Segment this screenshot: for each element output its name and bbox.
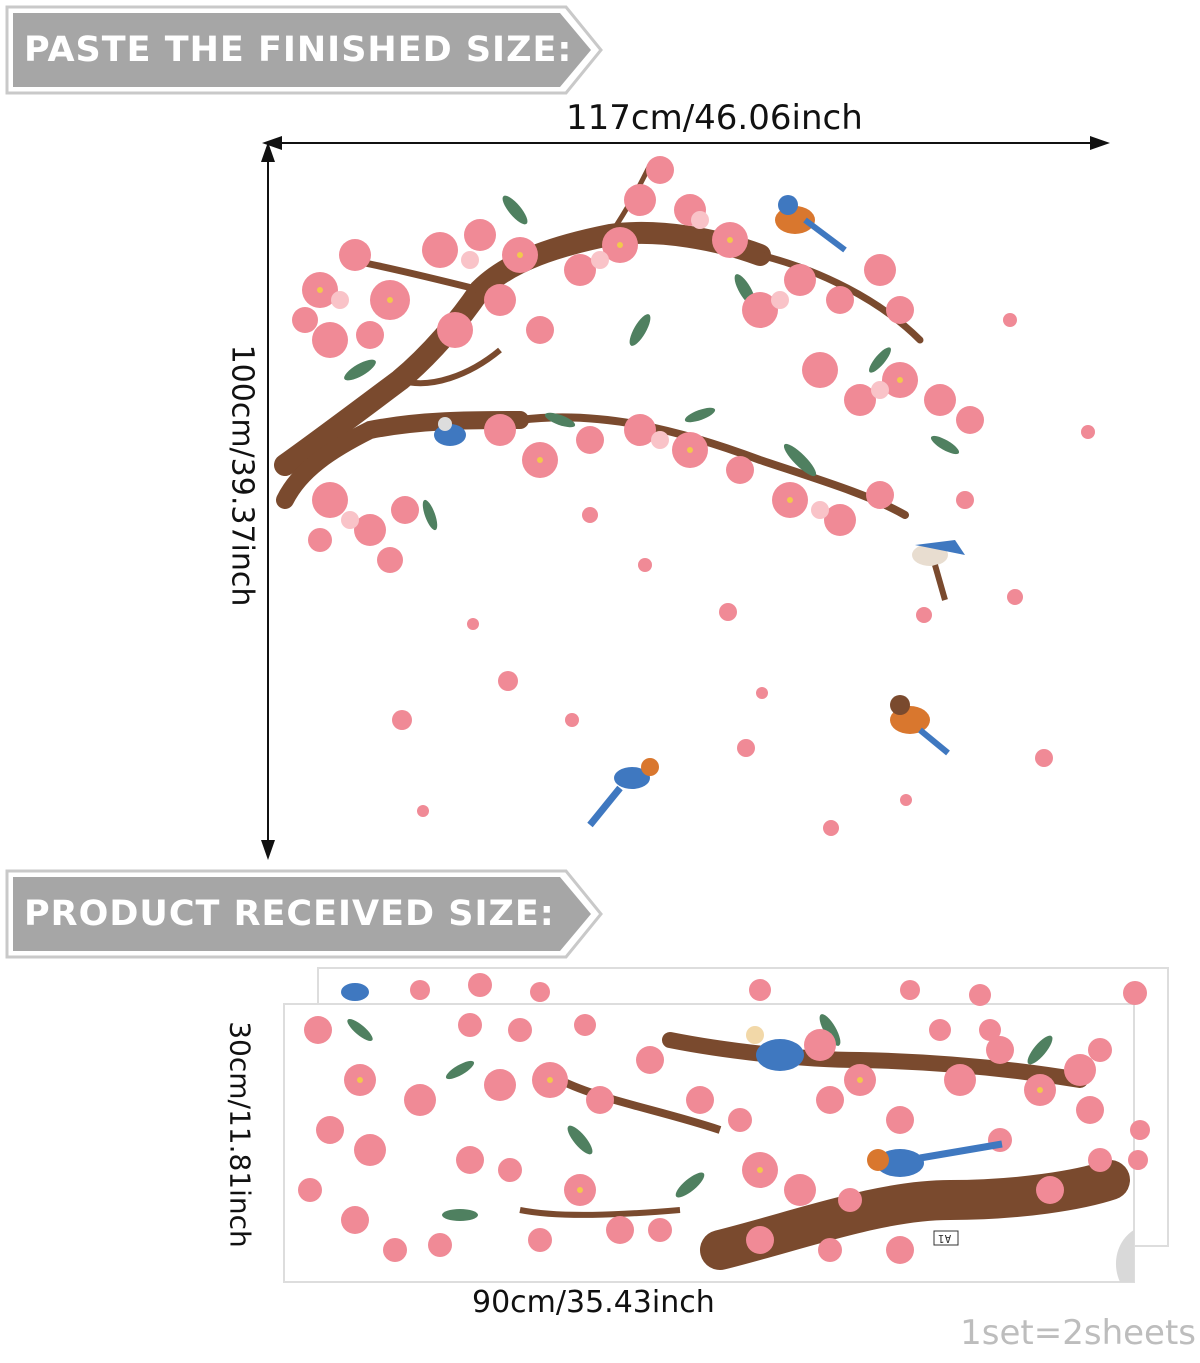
finished-size-banner: PASTE THE FINISHED SIZE:	[4, 4, 604, 96]
bird-illustrations	[434, 195, 965, 828]
falling-petals	[392, 313, 1095, 836]
received-height-label: 30cm/11.81inch	[223, 1021, 257, 1248]
back-sheet-blossoms	[410, 973, 1150, 1170]
received-width-label: 90cm/35.43inch	[472, 1285, 715, 1320]
banner-arrow-shape	[5, 5, 603, 95]
banner-arrow-shape	[5, 869, 603, 959]
sheet-tag: A1	[938, 1232, 952, 1245]
finished-width-label: 117cm/46.06inch	[566, 98, 863, 138]
set-count-label: 1set=2sheets	[960, 1313, 1196, 1353]
finished-size-title: PASTE THE FINISHED SIZE:	[24, 30, 573, 70]
received-size-title: PRODUCT RECEIVED SIZE:	[24, 894, 555, 934]
received-size-banner: PRODUCT RECEIVED SIZE:	[4, 868, 604, 960]
blossom-clusters	[292, 156, 984, 573]
